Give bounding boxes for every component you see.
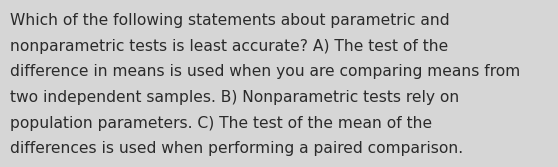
Text: nonparametric tests is least accurate? A) The test of the: nonparametric tests is least accurate? A… [10, 39, 448, 54]
Text: differences is used when performing a paired comparison.: differences is used when performing a pa… [10, 141, 463, 156]
Text: population parameters. C) The test of the mean of the: population parameters. C) The test of th… [10, 116, 432, 131]
Text: difference in means is used when you are comparing means from: difference in means is used when you are… [10, 64, 520, 79]
Text: two independent samples. B) Nonparametric tests rely on: two independent samples. B) Nonparametri… [10, 90, 459, 105]
Text: Which of the following statements about parametric and: Which of the following statements about … [10, 13, 450, 28]
